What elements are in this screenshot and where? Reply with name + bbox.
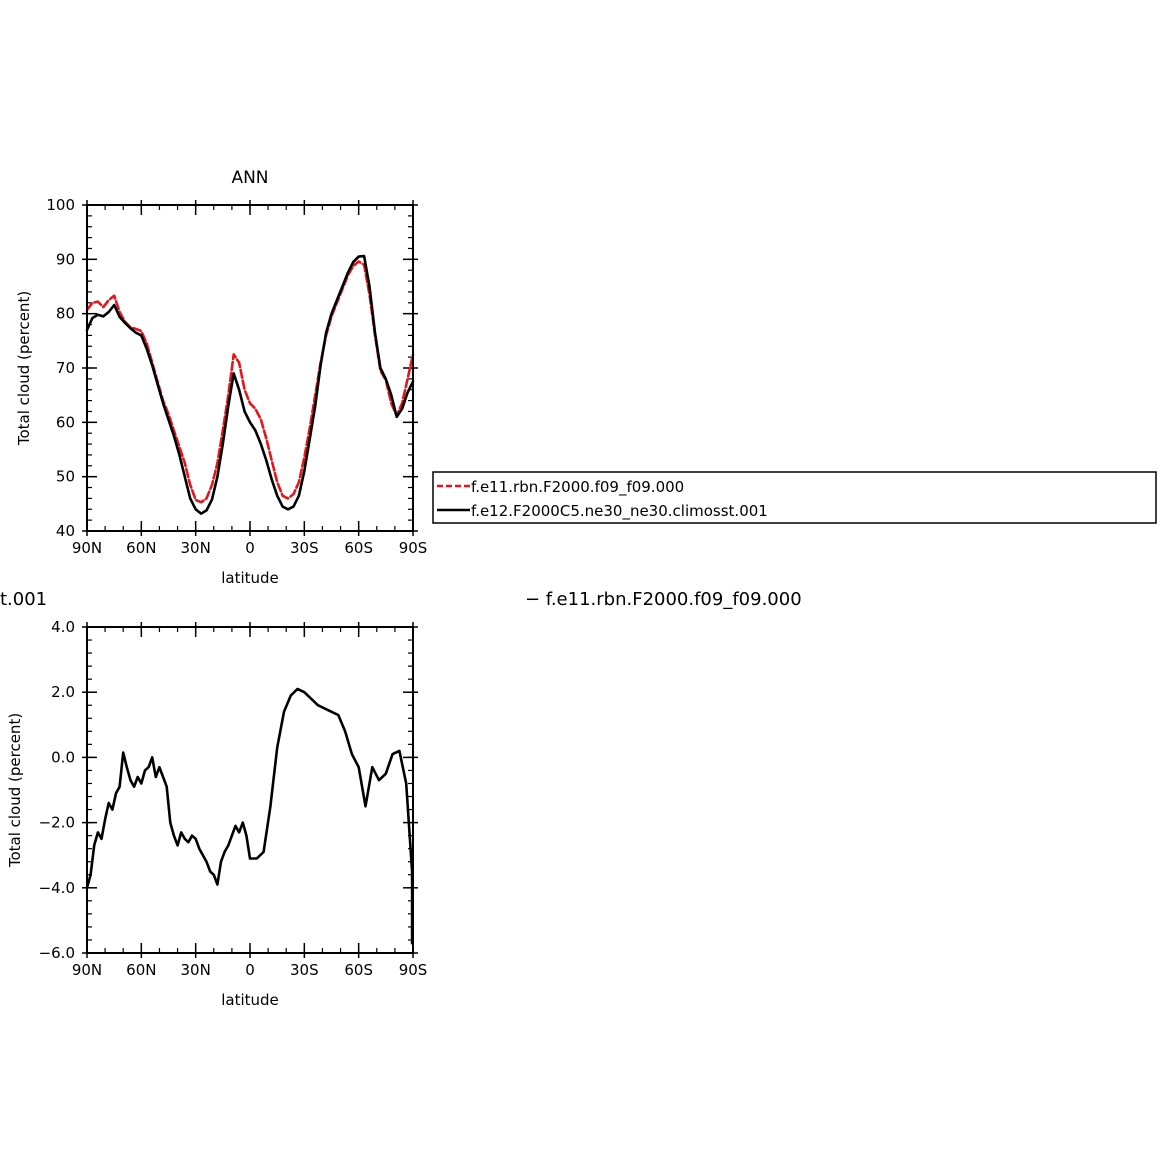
bottom-x-tick-label: 90S <box>399 961 428 979</box>
legend-label-series-1: f.e11.rbn.F2000.f09_f09.000 <box>471 478 684 497</box>
bottom-chart-title: t.001 <box>0 589 47 610</box>
top-axis-ticks: 90N 60N 30N 0 30S 60S 90S 40 50 60 70 80 90 100 <box>46 196 427 557</box>
legend-box <box>432 471 1157 524</box>
bottom-y-tick-label: −6.0 <box>39 944 75 962</box>
bottom-y-tick-label: 0.0 <box>51 748 75 766</box>
top-x-tick-label: 30N <box>181 539 211 557</box>
bottom-series-lines <box>85 687 414 945</box>
bottom-y-tick-label: −4.0 <box>39 879 75 897</box>
bottom-series-line-1 <box>85 687 414 945</box>
top-series-line-2 <box>85 254 415 515</box>
top-y-tick-label: 50 <box>56 468 75 486</box>
top-x-tick-label: 60S <box>344 539 373 557</box>
top-x-tick-label: 90S <box>399 539 428 557</box>
top-plot-frame <box>86 204 414 532</box>
bottom-difference-chart: t.001 − f.e11.rbn.F2000.f09_f09.000 lati… <box>0 589 802 1009</box>
bottom-chart-subtitle: − f.e11.rbn.F2000.f09_f09.000 <box>525 589 802 610</box>
top-y-tick-label: 60 <box>56 413 75 431</box>
top-y-tick-label: 70 <box>56 359 75 377</box>
bottom-x-tick-label: 60S <box>344 961 373 979</box>
bottom-x-tick-label: 60N <box>126 961 156 979</box>
bottom-plot-frame <box>86 626 414 954</box>
legend: f.e11.rbn.F2000.f09_f09.000 f.e12.F2000C… <box>432 471 1157 524</box>
top-x-tick-label: 30S <box>290 539 319 557</box>
bottom-y-tick-label: 4.0 <box>51 618 75 636</box>
top-series-line-1 <box>85 260 415 504</box>
bottom-x-tick-label: 0 <box>245 961 255 979</box>
top-x-tick-label: 60N <box>126 539 156 557</box>
legend-label-series-2: f.e12.F2000C5.ne30_ne30.climosst.001 <box>471 502 768 521</box>
top-x-axis-title: latitude <box>221 569 279 587</box>
bottom-axis-ticks: 90N 60N 30N 0 30S 60S 90S 4.0 2.0 0.0 −2.0 −4.0 −6.0 <box>39 618 428 979</box>
bottom-x-tick-label: 30N <box>181 961 211 979</box>
bottom-y-tick-label: −2.0 <box>39 814 75 832</box>
top-y-axis-title: Total cloud (percent) <box>15 291 33 446</box>
top-line-chart: ANN latitude Total cloud (percent) 90N 60… <box>15 168 427 587</box>
top-y-tick-label: 100 <box>46 196 75 214</box>
bottom-x-tick-label: 90N <box>72 961 102 979</box>
top-y-tick-label: 40 <box>56 522 75 540</box>
bottom-y-tick-label: 2.0 <box>51 683 75 701</box>
top-y-tick-label: 90 <box>56 250 75 268</box>
top-series-lines <box>85 254 415 515</box>
top-x-tick-label: 0 <box>245 539 255 557</box>
top-y-tick-label: 80 <box>56 305 75 323</box>
top-chart-title: ANN <box>231 168 268 188</box>
bottom-x-axis-title: latitude <box>221 991 279 1009</box>
bottom-x-tick-label: 30S <box>290 961 319 979</box>
top-x-tick-label: 90N <box>72 539 102 557</box>
bottom-y-axis-title: Total cloud (percent) <box>6 713 24 868</box>
